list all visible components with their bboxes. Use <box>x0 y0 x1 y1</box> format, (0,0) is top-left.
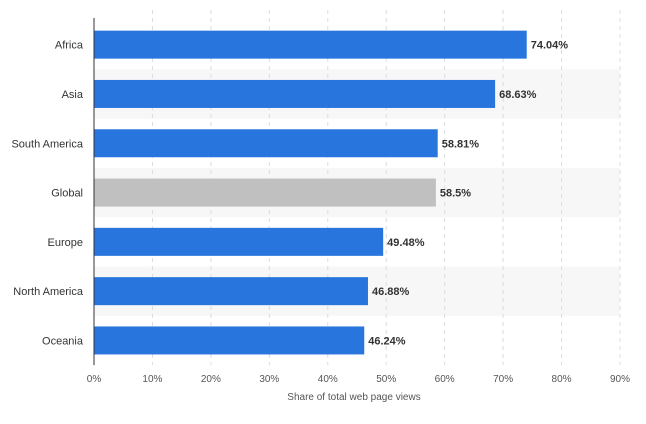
value-label: 74.04% <box>531 40 569 52</box>
value-label: 49.48% <box>387 237 425 249</box>
x-tick-label: 60% <box>435 374 455 385</box>
x-tick-label: 90% <box>610 374 630 385</box>
x-tick-label: 20% <box>201 374 221 385</box>
x-tick-label: 10% <box>142 374 162 385</box>
category-label: South America <box>11 138 83 150</box>
x-tick-label: 0% <box>87 374 102 385</box>
category-label: Europe <box>48 237 83 249</box>
x-tick-label: 30% <box>259 374 279 385</box>
bar <box>94 326 365 355</box>
category-label: Oceania <box>42 335 84 347</box>
category-labels: Africa Asia South America Global Europe North… <box>11 40 83 348</box>
x-tick-label: 40% <box>318 374 338 385</box>
category-label: Asia <box>62 89 84 101</box>
bar <box>94 30 527 59</box>
bar <box>94 178 436 207</box>
bar <box>94 129 438 158</box>
x-tick-label: 50% <box>376 374 396 385</box>
bar <box>94 79 496 108</box>
value-labels: 74.04% 68.63% 58.81% 58.5% 49.48% 46.88% 46.24… <box>368 40 568 348</box>
category-label: Global <box>51 188 83 200</box>
category-label: North America <box>13 286 84 298</box>
bar <box>94 277 368 306</box>
x-tick-label: 70% <box>493 374 513 385</box>
value-label: 46.24% <box>368 335 406 347</box>
x-axis-title: Share of total web page views <box>287 392 420 403</box>
bar <box>94 227 384 256</box>
x-tick-label: 80% <box>552 374 572 385</box>
value-label: 58.81% <box>442 138 480 150</box>
category-label: Africa <box>55 40 84 52</box>
x-tick-labels: 0% 10% 20% 30% 40% 50% 60% 70% 80% 90% <box>87 374 630 385</box>
value-label: 46.88% <box>372 286 410 298</box>
value-label: 68.63% <box>499 89 537 101</box>
value-label: 58.5% <box>440 188 471 200</box>
bars <box>94 30 527 355</box>
